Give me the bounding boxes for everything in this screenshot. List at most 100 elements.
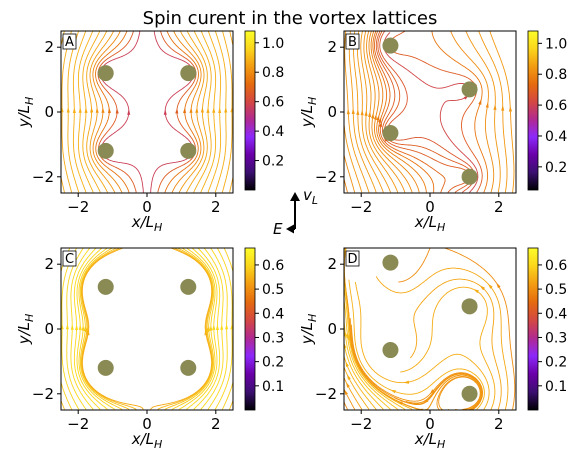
colorbar-tick-label: 0.3 <box>545 330 567 346</box>
colorbar-tick-label: 0.4 <box>545 306 567 322</box>
x-tick-label: −2 <box>67 415 89 433</box>
streamline-arrow <box>212 107 216 113</box>
streamline-arrow <box>360 109 364 116</box>
x-axis-label-main: x/L <box>131 430 154 448</box>
streamline <box>61 248 73 410</box>
x-tick-label: 0 <box>142 415 152 433</box>
y-tick-label: 2 <box>327 255 337 273</box>
streamline-arrow <box>212 324 216 330</box>
streamline <box>383 32 479 193</box>
panel-label: D <box>347 252 357 267</box>
direction-arrows: vL E <box>273 186 318 238</box>
y-axis-label: y/LH <box>298 97 319 129</box>
colorbar-tick-label: 1.0 <box>262 36 284 52</box>
velocity-arrow-head <box>290 192 300 201</box>
streamline <box>164 31 199 193</box>
streamline-arrow <box>469 407 475 410</box>
streamline <box>344 248 427 410</box>
y-axis-label: y/LH <box>298 314 319 346</box>
streamline-arrow <box>347 374 351 380</box>
y-axis-label-main: y/L <box>15 105 33 128</box>
y-tick-label: 2 <box>44 38 54 56</box>
streamline-arrow <box>351 108 355 114</box>
vortex-core <box>382 37 399 54</box>
y-axis-label: y/LH <box>15 97 36 129</box>
streamline-arrow <box>65 323 69 330</box>
x-tick-label: −2 <box>350 198 372 216</box>
colorbar <box>527 247 539 411</box>
streamline-arrow <box>206 107 210 113</box>
field-arrow-label: E <box>273 220 283 238</box>
x-tick-label: 2 <box>211 198 221 216</box>
streamline-arrow <box>70 324 74 330</box>
streamlines <box>61 31 233 193</box>
x-axis-label-main: x/L <box>414 213 437 231</box>
streamline-arrow <box>493 104 497 110</box>
streamline-arrow <box>189 107 193 113</box>
streamline-arrow <box>479 285 485 291</box>
streamline <box>186 248 218 410</box>
streamline-arrow <box>115 107 119 114</box>
streamline-arrow <box>356 109 360 115</box>
colorbar <box>527 30 539 191</box>
streamline-arrow <box>72 107 76 113</box>
colorbar-tick-label: 0.2 <box>545 160 567 176</box>
colorbar-tick-label: 0.1 <box>545 379 567 395</box>
streamline-arrow <box>61 106 64 113</box>
streamline-arrow <box>485 102 489 108</box>
streamline <box>375 267 509 410</box>
streamline-arrow <box>346 382 350 388</box>
y-axis-label: y/LH <box>15 314 36 346</box>
y-tick-label: 0 <box>327 103 337 121</box>
x-axis-label-main: x/L <box>131 213 154 231</box>
vortex-core <box>180 65 197 82</box>
streamline-arrow <box>473 289 479 294</box>
y-tick-label: 0 <box>327 320 337 338</box>
streamline-arrow <box>101 107 105 113</box>
streamline-arrow <box>183 107 187 114</box>
streamline-arrow <box>225 323 229 330</box>
y-tick-label: 2 <box>327 38 337 56</box>
streamline-arrow <box>84 107 88 113</box>
colorbar-tick-label: 1.0 <box>545 36 567 52</box>
panel-label: C <box>65 252 74 267</box>
vortex-core <box>382 125 399 142</box>
vortex-core <box>461 298 478 315</box>
streamline-arrow <box>344 389 348 395</box>
streamline-arrow <box>345 361 349 367</box>
streamline <box>95 31 130 193</box>
x-tick-label: 2 <box>494 415 504 433</box>
streamline-arrow <box>378 117 382 123</box>
streamline-arrow <box>458 412 464 415</box>
streamline <box>344 401 348 410</box>
vortex-core <box>180 359 197 376</box>
streamlines <box>344 31 515 193</box>
x-tick-label: −2 <box>67 198 89 216</box>
x-axis-label-sub: H <box>154 221 162 234</box>
colorbar-tick-label: 0.4 <box>545 129 567 145</box>
streamline-arrow <box>508 105 512 112</box>
streamline-arrow <box>207 325 211 332</box>
streamline <box>61 399 65 410</box>
streamline-arrow <box>86 329 90 336</box>
x-axis-label: x/LH <box>414 213 446 234</box>
streamlines <box>344 248 516 415</box>
colorbar-tick-label: 0.1 <box>262 379 284 395</box>
x-tick-label: 0 <box>425 198 435 216</box>
vortex-core <box>97 278 114 295</box>
streamline-arrow <box>175 107 179 114</box>
vortex-core <box>461 385 478 402</box>
streamline-arrow <box>376 115 380 121</box>
colorbar-tick-label: 0.4 <box>262 124 284 140</box>
colorbar-tick-label: 0.4 <box>262 306 284 322</box>
streamline <box>78 248 115 410</box>
vortex-core <box>97 65 114 82</box>
streamline-arrow <box>218 107 222 113</box>
x-axis-label-sub: H <box>437 221 445 234</box>
vortex-core <box>461 81 478 98</box>
x-tick-label: 2 <box>211 415 221 433</box>
x-axis-label-sub: H <box>437 438 445 451</box>
